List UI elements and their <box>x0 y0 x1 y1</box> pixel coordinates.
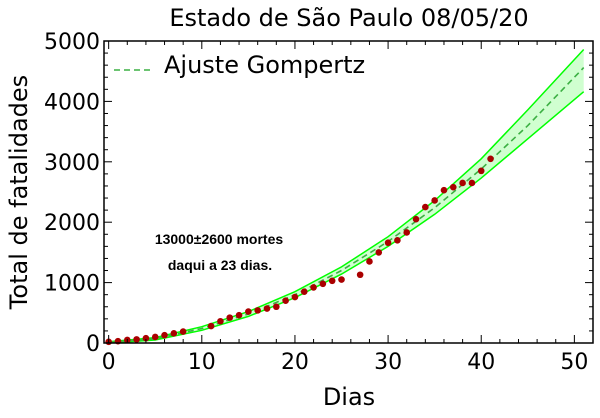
data-point <box>207 322 215 330</box>
data-point <box>431 197 438 204</box>
chart-title: Estado de São Paulo 08/05/20 <box>169 4 528 32</box>
data-point <box>133 336 140 343</box>
confidence-band <box>108 49 584 343</box>
data-point <box>384 239 392 247</box>
data-point <box>477 167 485 175</box>
x-tick-label: 30 <box>374 350 402 375</box>
data-point <box>179 328 187 335</box>
data-point <box>487 155 494 163</box>
confidence-upper-line <box>108 48 585 343</box>
data-point <box>161 331 168 339</box>
data-point <box>310 284 317 291</box>
data-point <box>440 186 448 194</box>
data-point <box>394 237 401 244</box>
legend: Ajuste Gompertz <box>114 51 365 79</box>
x-tick-label: 0 <box>102 350 116 375</box>
annotation-line-1: 13000±2600 mortes <box>155 231 284 247</box>
data-point <box>170 330 178 337</box>
data-point <box>300 288 308 295</box>
data-point <box>468 179 476 187</box>
confidence-lower-line <box>108 91 585 344</box>
data-point <box>403 229 411 236</box>
data-point <box>459 179 466 187</box>
data-point <box>291 293 299 301</box>
x-tick-label: 50 <box>560 350 588 375</box>
y-tick-label: 5000 <box>44 30 100 55</box>
data-point <box>142 334 150 342</box>
data-point <box>375 249 383 256</box>
gompertz-fit-line <box>108 67 585 344</box>
data-point <box>366 258 373 265</box>
data-point <box>217 317 224 325</box>
axis-ticks: 0 10 20 30 40 50 0 1000 2000 3000 4000 5000 <box>44 30 594 375</box>
data-point <box>338 276 345 283</box>
data-point <box>273 303 280 311</box>
x-axis-label: Dias <box>323 383 375 411</box>
data-point <box>356 271 364 279</box>
y-tick-label: 1000 <box>44 272 100 297</box>
data-point <box>319 280 327 288</box>
annotation-line-2: daqui a 23 dias. <box>168 257 272 273</box>
data-point <box>226 314 234 321</box>
data-point <box>282 297 289 305</box>
data-point <box>263 305 271 312</box>
x-tick-label: 20 <box>281 350 309 375</box>
observed-points <box>105 155 494 346</box>
y-axis-label: Total de fatalidades <box>5 75 33 310</box>
y-tick-label: 0 <box>86 332 100 357</box>
data-point <box>422 203 429 211</box>
legend-label: Ajuste Gompertz <box>164 51 365 79</box>
data-point <box>254 307 261 314</box>
y-tick-label: 3000 <box>44 151 100 176</box>
x-tick-label: 10 <box>188 350 216 375</box>
y-tick-label: 2000 <box>44 211 100 236</box>
data-point <box>412 215 420 223</box>
x-tick-label: 40 <box>467 350 495 375</box>
plot-frame <box>103 40 594 344</box>
data-point <box>235 311 243 319</box>
data-point <box>245 308 252 315</box>
y-tick-label: 4000 <box>44 90 100 115</box>
data-point <box>449 183 457 191</box>
data-point <box>328 277 336 285</box>
data-point <box>151 333 159 341</box>
plot-area <box>105 48 585 346</box>
